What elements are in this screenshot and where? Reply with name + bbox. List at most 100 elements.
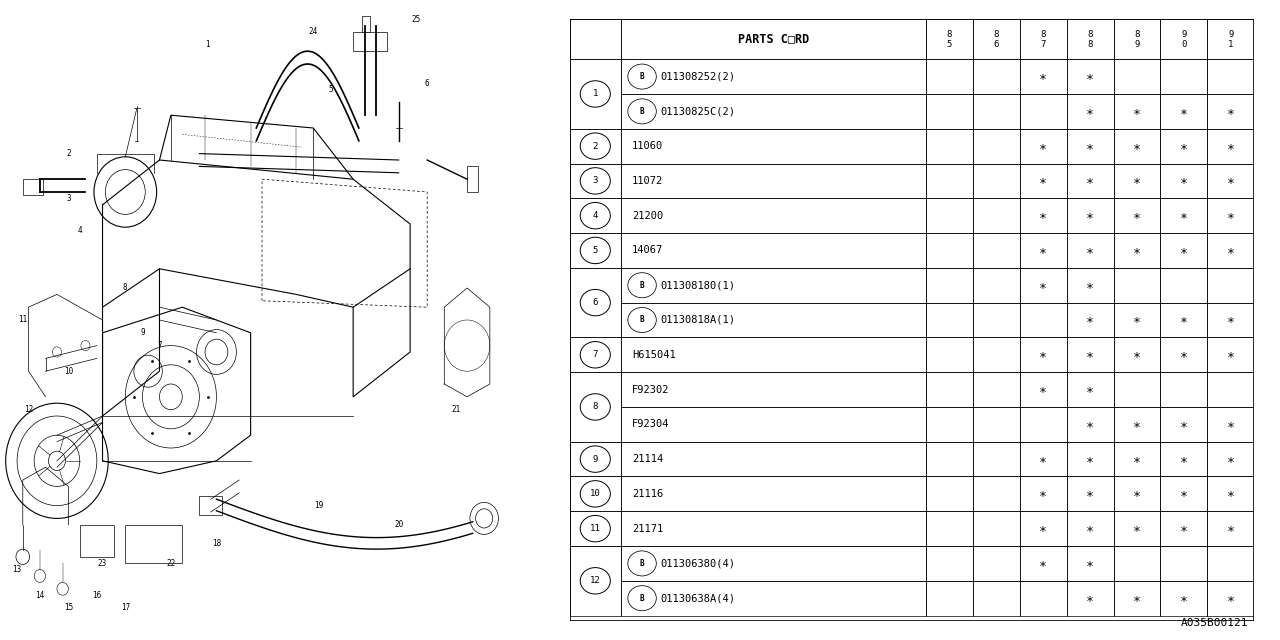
Bar — [1020, 546, 1066, 581]
Text: 21171: 21171 — [632, 524, 663, 534]
Bar — [973, 129, 1020, 163]
Text: 9
1: 9 1 — [1229, 30, 1234, 49]
Bar — [1114, 477, 1161, 511]
Text: B: B — [640, 594, 644, 603]
Text: 8: 8 — [123, 284, 128, 292]
Bar — [1207, 337, 1254, 372]
Bar — [1161, 198, 1207, 233]
Text: 011308252(2): 011308252(2) — [660, 72, 736, 81]
Text: ∗: ∗ — [1039, 452, 1047, 465]
Bar — [353, 32, 388, 51]
Text: ∗: ∗ — [1133, 452, 1140, 465]
Bar — [1020, 268, 1066, 303]
Text: F92302: F92302 — [632, 385, 669, 394]
Bar — [570, 511, 621, 546]
Bar — [570, 268, 621, 337]
Text: 10: 10 — [590, 490, 600, 499]
Text: ∗: ∗ — [1039, 488, 1047, 500]
Text: ∗: ∗ — [1085, 557, 1094, 570]
Text: 10: 10 — [64, 367, 73, 376]
Text: 8
9: 8 9 — [1134, 30, 1139, 49]
Text: B: B — [640, 559, 644, 568]
Text: ∗: ∗ — [1228, 522, 1235, 535]
Text: ∗: ∗ — [1180, 418, 1188, 431]
Text: ∗: ∗ — [1133, 348, 1140, 361]
Bar — [1161, 511, 1207, 546]
Text: ∗: ∗ — [1085, 175, 1094, 188]
Text: F92304: F92304 — [632, 419, 669, 429]
Bar — [23, 179, 42, 195]
Text: ∗: ∗ — [1228, 209, 1235, 222]
Text: ∗: ∗ — [1133, 522, 1140, 535]
Text: ∗: ∗ — [1133, 418, 1140, 431]
Bar — [1161, 442, 1207, 477]
Text: 23: 23 — [97, 559, 108, 568]
Bar — [1066, 337, 1114, 372]
Bar — [973, 268, 1020, 303]
Bar — [925, 407, 973, 442]
Text: ∗: ∗ — [1133, 314, 1140, 326]
Bar — [925, 129, 973, 163]
Text: ∗: ∗ — [1085, 70, 1094, 83]
Text: ∗: ∗ — [1180, 452, 1188, 465]
Bar — [1207, 268, 1254, 303]
Bar — [621, 581, 925, 616]
Text: 14067: 14067 — [632, 246, 663, 255]
Text: ∗: ∗ — [1180, 105, 1188, 118]
Text: 12: 12 — [24, 405, 33, 414]
Text: 9: 9 — [140, 328, 145, 337]
Bar — [621, 511, 925, 546]
Text: 8
7: 8 7 — [1041, 30, 1046, 49]
Bar — [1207, 129, 1254, 163]
Text: ∗: ∗ — [1133, 175, 1140, 188]
Bar — [1207, 303, 1254, 337]
Text: 11: 11 — [590, 524, 600, 533]
Text: 01130638A(4): 01130638A(4) — [660, 593, 736, 603]
Bar — [1066, 511, 1114, 546]
Bar — [973, 94, 1020, 129]
Bar — [125, 525, 182, 563]
Bar — [1207, 233, 1254, 268]
Bar — [1114, 407, 1161, 442]
Bar — [1020, 198, 1066, 233]
Bar — [1020, 94, 1066, 129]
Bar — [1114, 372, 1161, 407]
Bar — [925, 268, 973, 303]
Bar — [1114, 546, 1161, 581]
Bar — [621, 94, 925, 129]
Text: 22: 22 — [166, 559, 175, 568]
Bar — [1066, 19, 1114, 59]
Text: ∗: ∗ — [1180, 488, 1188, 500]
Bar — [621, 129, 925, 163]
Text: ∗: ∗ — [1085, 383, 1094, 396]
Bar — [1207, 546, 1254, 581]
Text: 3: 3 — [593, 177, 598, 186]
Text: 8
5: 8 5 — [946, 30, 952, 49]
Text: ∗: ∗ — [1085, 105, 1094, 118]
Bar — [1114, 511, 1161, 546]
Text: ∗: ∗ — [1039, 348, 1047, 361]
Bar — [1066, 546, 1114, 581]
Bar — [925, 163, 973, 198]
Bar — [1161, 59, 1207, 94]
Text: B: B — [640, 281, 644, 290]
Text: ∗: ∗ — [1133, 244, 1140, 257]
Bar — [1020, 407, 1066, 442]
Text: ∗: ∗ — [1085, 522, 1094, 535]
Text: ∗: ∗ — [1085, 488, 1094, 500]
Bar — [973, 233, 1020, 268]
Bar — [1066, 94, 1114, 129]
Text: ∗: ∗ — [1039, 383, 1047, 396]
Text: ∗: ∗ — [1228, 105, 1235, 118]
Text: ∗: ∗ — [1228, 348, 1235, 361]
Text: A035B00121: A035B00121 — [1180, 618, 1248, 628]
Text: ∗: ∗ — [1228, 175, 1235, 188]
Bar — [1161, 268, 1207, 303]
Bar — [1207, 442, 1254, 477]
Bar — [1114, 442, 1161, 477]
Bar — [621, 19, 925, 59]
Bar — [1066, 581, 1114, 616]
Bar — [1161, 233, 1207, 268]
Text: ∗: ∗ — [1039, 140, 1047, 152]
Bar — [1207, 198, 1254, 233]
